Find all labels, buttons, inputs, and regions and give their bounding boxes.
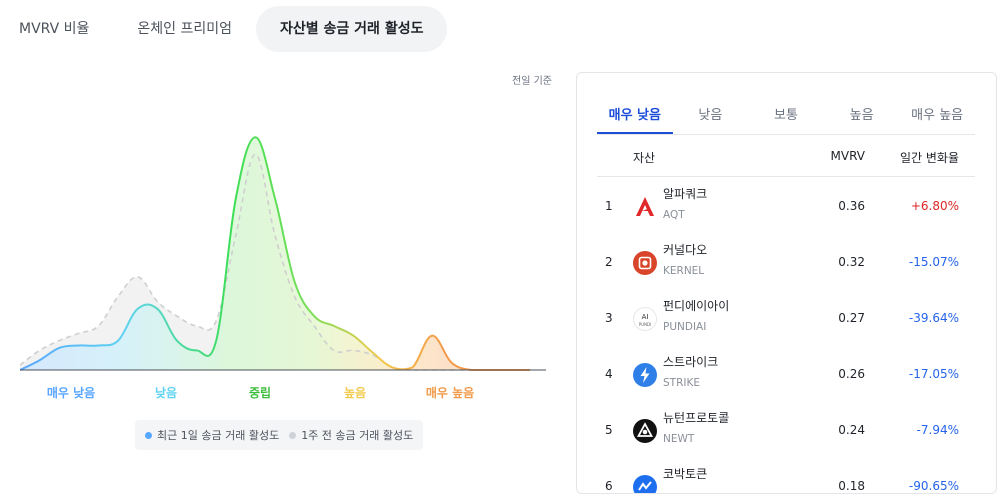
row-change: +6.80% bbox=[910, 199, 959, 213]
aqt-icon bbox=[633, 195, 657, 219]
row-rank: 5 bbox=[605, 423, 613, 437]
table-row[interactable]: 2 커널다오 KERNEL 0.32 -15.07% bbox=[597, 235, 975, 291]
current-line bbox=[20, 136, 530, 372]
row-rank: 4 bbox=[605, 367, 613, 381]
category-label-neutral: 중립 bbox=[248, 386, 272, 400]
row-rank: 3 bbox=[605, 311, 613, 325]
row-mvrv: 0.24 bbox=[838, 423, 865, 437]
row-asset-name: 커널다오 bbox=[663, 243, 708, 257]
row-asset-name: 알파쿼크 bbox=[663, 187, 708, 201]
row-asset-name: 코박토큰 bbox=[663, 467, 708, 481]
cbk-icon bbox=[633, 475, 657, 493]
chart-legend: 최근 1일 송금 거래 활성도 1주 전 송금 거래 활성도 bbox=[135, 420, 424, 450]
row-mvrv: 0.32 bbox=[838, 255, 865, 269]
row-change: -7.94% bbox=[916, 423, 959, 437]
row-asset-name: 뉴턴프로토콜 bbox=[663, 411, 730, 425]
row-asset-name: 스트라이크 bbox=[663, 355, 719, 369]
row-asset-name: 펀디에이아이 bbox=[663, 299, 730, 313]
row-rank: 2 bbox=[605, 255, 613, 269]
basis-label: 전일 기준 bbox=[512, 76, 552, 87]
category-label-very-high: 매우 높음 bbox=[425, 386, 475, 400]
row-asset-symbol: NEWT bbox=[663, 433, 695, 445]
category-label-high: 높음 bbox=[343, 386, 367, 400]
category-label-very-low: 매우 낮음 bbox=[46, 386, 96, 400]
row-rank: 6 bbox=[605, 479, 613, 493]
category-label-low: 낮음 bbox=[154, 386, 178, 400]
table-row[interactable]: 3 AI PUNDI 펀디에이아이 PUNDIAI 0.27 -39.64% bbox=[597, 291, 975, 347]
table-row[interactable]: 5 뉴턴프로토콜 NEWT 0.24 -7.94% bbox=[597, 403, 975, 459]
tab-transfer-activity[interactable]: 자산별 송금 거래 활성도 bbox=[256, 6, 448, 52]
activity-chart-svg bbox=[20, 136, 546, 372]
legend-label-current: 최근 1일 송금 거래 활성도 bbox=[157, 429, 280, 442]
row-change: -90.65% bbox=[908, 479, 959, 493]
level-tabs: 매우 낮음 낮음 보통 높음 매우 높음 bbox=[597, 101, 975, 135]
level-tab-very-low[interactable]: 매우 낮음 bbox=[597, 101, 673, 134]
table-header: 자산 MVRV 일간 변화율 bbox=[597, 135, 975, 177]
level-tab-high[interactable]: 높음 bbox=[849, 108, 874, 123]
row-change: -17.05% bbox=[908, 367, 959, 381]
legend-item-prev-week: 1주 전 송금 거래 활성도 bbox=[289, 427, 413, 443]
legend-dot-current bbox=[145, 431, 152, 439]
level-tab-normal[interactable]: 보통 bbox=[774, 108, 798, 123]
legend-label-prev-week: 1주 전 송금 거래 활성도 bbox=[301, 429, 414, 442]
header-mvrv: MVRV bbox=[830, 149, 865, 163]
row-mvrv: 0.26 bbox=[838, 367, 865, 381]
table-row[interactable]: 6 코박토큰 0.18 -90.65% bbox=[597, 459, 975, 493]
row-asset-symbol: STRIKE bbox=[663, 377, 700, 389]
row-mvrv: 0.27 bbox=[838, 311, 865, 325]
row-asset-symbol: AQT bbox=[663, 209, 685, 221]
svg-text:PUNDI: PUNDI bbox=[639, 322, 652, 327]
pundiai-icon: AI PUNDI bbox=[633, 307, 657, 331]
level-tab-very-high[interactable]: 매우 높음 bbox=[911, 108, 964, 123]
level-tab-low[interactable]: 낮음 bbox=[698, 108, 723, 123]
svg-text:AI: AI bbox=[642, 313, 649, 321]
header-change: 일간 변화율 bbox=[899, 151, 959, 165]
current-area bbox=[20, 137, 530, 370]
table-row[interactable]: 1 알파쿼크 AQT 0.36 +6.80% bbox=[597, 179, 975, 235]
view-tabs: MVRV 비율 온체인 프리미엄 자산별 송금 거래 활성도 bbox=[0, 6, 448, 52]
row-change: -15.07% bbox=[908, 255, 959, 269]
strike-icon bbox=[633, 363, 657, 387]
row-mvrv: 0.18 bbox=[838, 479, 865, 493]
activity-chart bbox=[20, 95, 550, 415]
newt-icon bbox=[633, 419, 657, 443]
row-asset-symbol: PUNDIAI bbox=[663, 321, 707, 333]
row-rank: 1 bbox=[605, 199, 613, 213]
tab-onchain-premium[interactable]: 온체인 프리미엄 bbox=[137, 21, 233, 37]
kernel-icon bbox=[633, 251, 657, 275]
row-mvrv: 0.36 bbox=[838, 199, 865, 213]
row-asset-symbol: KERNEL bbox=[663, 265, 705, 277]
tab-mvrv-ratio[interactable]: MVRV 비율 bbox=[19, 21, 90, 37]
header-asset: 자산 bbox=[633, 151, 656, 165]
row-change: -39.64% bbox=[908, 311, 959, 325]
legend-item-current: 최근 1일 송금 거래 활성도 bbox=[145, 427, 279, 443]
legend-dot-prev-week bbox=[289, 431, 297, 439]
table-row[interactable]: 4 스트라이크 STRIKE 0.26 -17.05% bbox=[597, 347, 975, 403]
ranking-panel: 매우 낮음 낮음 보통 높음 매우 높음 자산 MVRV 일간 변화율 1 알파… bbox=[576, 72, 997, 494]
